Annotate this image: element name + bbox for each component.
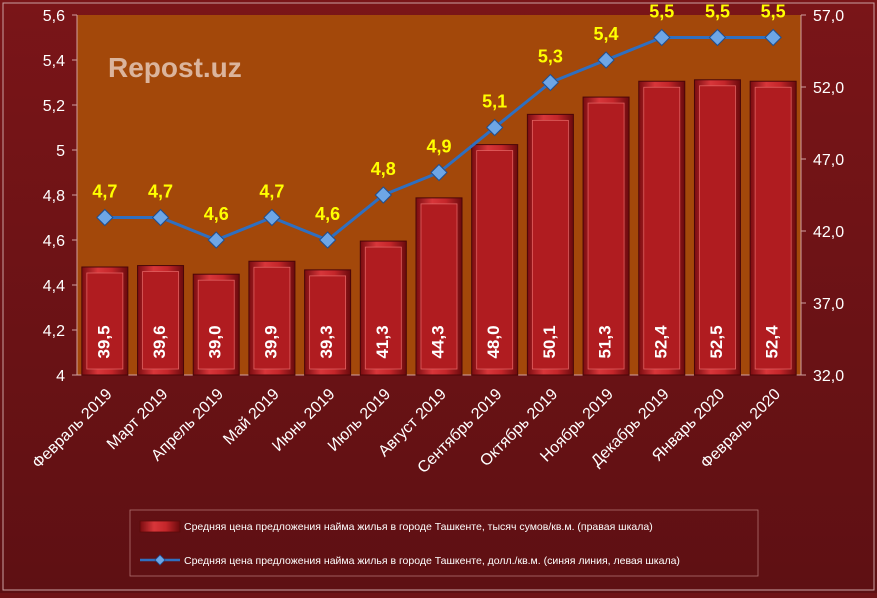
line-marker (764, 28, 782, 47)
line-series: 4,7 4,7 4,6 4,7 4,6 4,8 4,9 5,1 5,3 5,4 5,5 5,5 5,5 (92, 2, 786, 249)
right-tick-label: 32,0 (813, 368, 844, 385)
left-tick-label: 5,4 (43, 53, 65, 70)
left-tick-label: 4,8 (43, 188, 65, 205)
bar-value-label: 50,1 (540, 325, 559, 358)
bar-inner-bevel (142, 271, 179, 370)
line-value-label: 4,8 (371, 159, 396, 179)
right-tick-label: 52,0 (813, 80, 844, 97)
bar-value-label: 52,4 (651, 325, 670, 359)
bar-value-label: 39,6 (150, 325, 169, 358)
line-value-label: 4,7 (259, 182, 284, 202)
legend-bar-swatch (139, 520, 181, 533)
bar-value-label: 52,5 (707, 325, 726, 358)
line-marker (318, 231, 337, 249)
bar-inner-bevel (754, 86, 792, 370)
bar-labels: 39,5 39,6 39,0 39,9 39,3 41,3 44,3 48,0 50,1 51,3… (94, 325, 781, 359)
line-value-label: 5,5 (761, 2, 786, 22)
right-tick-label: 42,0 (813, 224, 844, 241)
bar-value-label: 51,3 (596, 325, 615, 358)
bar-value-label: 39,0 (206, 325, 225, 358)
line-marker (263, 208, 281, 227)
bar-value-label: 39,5 (94, 325, 113, 358)
left-tick-label: 4,2 (43, 323, 65, 340)
legend-line-marker (154, 554, 166, 566)
line-marker (708, 28, 727, 47)
line-marker (653, 28, 671, 47)
bar-value-label: 39,3 (317, 325, 336, 358)
line-value-label: 5,4 (594, 24, 619, 44)
bar-inner-bevel (643, 86, 681, 370)
bar-inner-bevel (420, 203, 458, 370)
bar-value-label: 52,4 (763, 325, 782, 359)
bar-inner-bevel (253, 266, 291, 370)
line-marker (151, 208, 170, 227)
bar-value-label: 39,9 (261, 325, 280, 358)
line-value-label: 5,3 (538, 47, 563, 67)
left-tick-label: 4,4 (43, 278, 65, 295)
bar-inner-bevel (309, 275, 347, 370)
line-marker (207, 231, 225, 249)
bar-inner-bevel (531, 119, 569, 370)
legend-line-label: Средняя цена предложения найма жилья в г… (184, 555, 680, 567)
line-marker (485, 118, 504, 137)
bar-value-label: 48,0 (484, 325, 503, 358)
bar-value-label: 41,3 (373, 325, 392, 358)
bar-inner-bevel (699, 85, 736, 370)
left-tick-label: 5 (56, 143, 65, 160)
left-tick-label: 5,6 (43, 8, 65, 25)
bar-series (81, 79, 797, 376)
line-value-label: 4,7 (148, 182, 173, 202)
left-tick-label: 4 (56, 368, 65, 385)
left-tick-label: 4,6 (43, 233, 65, 250)
bar-inner-bevel (476, 150, 514, 370)
bar-inner-bevel (364, 246, 402, 370)
line-value-label: 5,1 (482, 92, 507, 112)
line-marker (597, 51, 615, 69)
line-value-label: 4,9 (426, 137, 451, 157)
line-value-label: 4,6 (204, 204, 229, 224)
right-tick-label: 47,0 (813, 152, 844, 169)
line-marker (541, 73, 560, 92)
bar-inner-bevel (587, 102, 625, 370)
legend-bar-label: Средняя цена предложения найма жилья в г… (184, 521, 653, 533)
left-tick-label: 5,2 (43, 98, 65, 115)
line-value-label: 5,5 (705, 2, 730, 22)
bar-value-label: 44,3 (428, 325, 447, 358)
left-axis: 4 4,2 4,4 4,6 4,8 5 5,2 5,4 5,6 (43, 8, 78, 385)
line-marker (96, 208, 114, 227)
legend-box (129, 509, 759, 577)
bar-inner-bevel (86, 272, 124, 370)
watermark: Repost.uz (108, 52, 242, 83)
line-value-label: 4,7 (92, 182, 117, 202)
line-marker (430, 163, 448, 182)
legend: Средняя цена предложения найма жилья в г… (129, 509, 759, 577)
line-value-label: 5,5 (649, 2, 674, 22)
line-value-label: 4,6 (315, 204, 340, 224)
line-marker (374, 186, 393, 204)
bar-inner-bevel (197, 279, 235, 370)
right-tick-label: 37,0 (813, 296, 844, 313)
right-tick-label: 57,0 (813, 8, 844, 25)
